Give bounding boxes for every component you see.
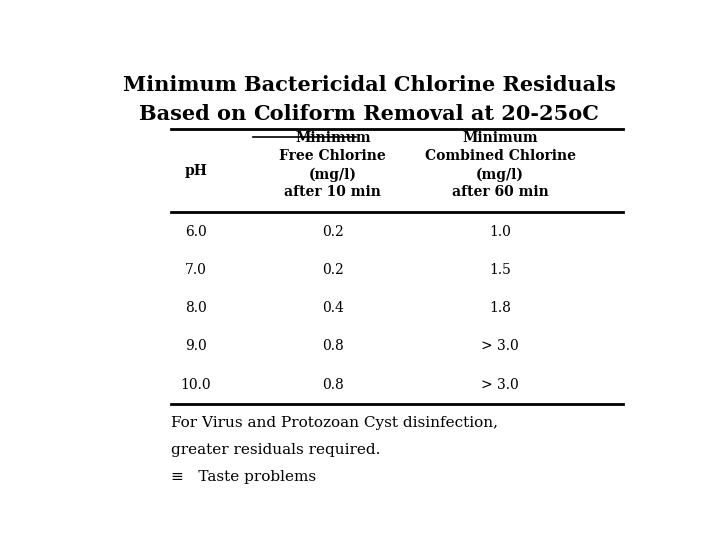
Text: > 3.0: > 3.0 (481, 339, 519, 353)
Text: 1.8: 1.8 (489, 301, 511, 315)
Text: 10.0: 10.0 (181, 377, 212, 392)
Text: Removal at 20-25oC: Removal at 20-25oC (356, 104, 599, 124)
Text: 8.0: 8.0 (185, 301, 207, 315)
Text: 7.0: 7.0 (185, 263, 207, 277)
Text: > 3.0: > 3.0 (481, 377, 519, 392)
Text: Minimum
Combined Chlorine
(mg/l)
after 60 min: Minimum Combined Chlorine (mg/l) after 6… (425, 131, 575, 199)
Text: 0.8: 0.8 (322, 377, 343, 392)
Text: pH: pH (184, 164, 207, 178)
Text: 6.0: 6.0 (185, 225, 207, 239)
Text: 1.5: 1.5 (489, 263, 511, 277)
Text: ≡   Taste problems: ≡ Taste problems (171, 470, 316, 484)
Text: Coliform: Coliform (253, 104, 356, 124)
Text: For Virus and Protozoan Cyst disinfection,: For Virus and Protozoan Cyst disinfectio… (171, 416, 498, 430)
Text: 1.0: 1.0 (489, 225, 511, 239)
Text: 0.2: 0.2 (322, 225, 343, 239)
Text: Based on: Based on (139, 104, 253, 124)
Text: Minimum
Free Chlorine
(mg/l)
after 10 min: Minimum Free Chlorine (mg/l) after 10 mi… (279, 131, 386, 199)
Text: 0.4: 0.4 (322, 301, 343, 315)
Text: greater residuals required.: greater residuals required. (171, 443, 380, 457)
Text: 9.0: 9.0 (185, 339, 207, 353)
Text: 0.8: 0.8 (322, 339, 343, 353)
Text: 0.2: 0.2 (322, 263, 343, 277)
Text: Minimum Bactericidal Chlorine Residuals: Minimum Bactericidal Chlorine Residuals (122, 75, 616, 95)
